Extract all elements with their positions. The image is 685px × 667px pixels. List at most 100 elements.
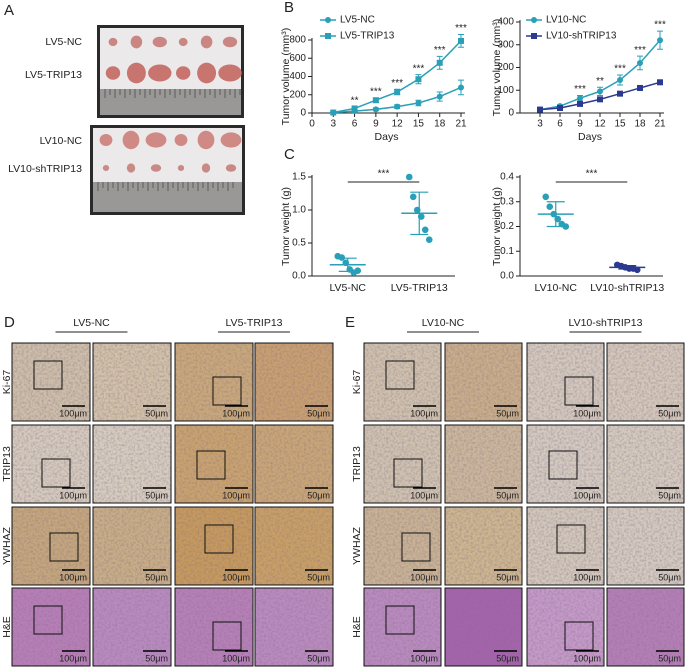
row-label: H&E xyxy=(351,616,363,638)
y-tick-label: 1.0 xyxy=(292,205,306,216)
zoom-inset xyxy=(204,524,234,554)
y-tick-label: 0.5 xyxy=(292,238,306,249)
tumor xyxy=(174,134,188,146)
scale-label: 100μm xyxy=(573,653,601,663)
y-tick-label: 200 xyxy=(497,62,514,73)
ihc-texture xyxy=(255,343,333,421)
x-tick-label: 15 xyxy=(413,119,425,130)
significance: *** xyxy=(413,63,425,74)
image-border xyxy=(92,587,172,667)
zoom-inset xyxy=(564,376,594,406)
ihc-texture xyxy=(93,425,171,503)
significance: ** xyxy=(351,96,359,107)
scale-label: 50μm xyxy=(307,490,330,500)
scale-label: 100μm xyxy=(573,572,601,582)
image-border xyxy=(174,587,254,667)
scale-label: 100μm xyxy=(59,572,87,582)
significance: *** xyxy=(455,23,467,34)
scale-label: 50μm xyxy=(145,653,168,663)
x-tick-label: LV5-NC xyxy=(329,282,366,294)
dot xyxy=(421,226,429,234)
tumor xyxy=(201,163,211,173)
tumor xyxy=(108,37,118,47)
scale-label: 50μm xyxy=(145,572,168,582)
ihc-texture xyxy=(607,343,684,421)
scale-label: 50μm xyxy=(658,572,681,582)
image-border xyxy=(606,342,685,422)
ihc-texture xyxy=(255,507,333,585)
dot xyxy=(405,173,413,181)
legend-marker xyxy=(531,17,537,23)
marker xyxy=(330,109,337,116)
image-border xyxy=(363,424,442,504)
ruler xyxy=(100,89,241,115)
scale-label: 50μm xyxy=(307,408,330,418)
marker xyxy=(372,106,379,113)
ihc-texture xyxy=(93,588,171,666)
tumor xyxy=(150,164,162,172)
legend-marker xyxy=(325,33,331,39)
ihc-texture xyxy=(607,425,684,503)
image-border xyxy=(363,587,442,667)
zoom-inset xyxy=(564,621,594,651)
marker xyxy=(577,95,583,102)
significance: *** xyxy=(391,78,403,89)
ihc-texture xyxy=(607,588,684,666)
image-border xyxy=(606,587,685,667)
x-tick-label: 9 xyxy=(577,119,583,130)
x-tick-label: 12 xyxy=(392,119,404,130)
dot xyxy=(338,254,346,261)
zoom-inset xyxy=(385,605,415,635)
legend-label: LV10-NC xyxy=(546,15,586,26)
image-border xyxy=(606,506,685,586)
dot xyxy=(633,266,641,274)
zoom-inset xyxy=(393,458,423,488)
marker xyxy=(436,93,443,100)
tumor xyxy=(222,36,238,48)
scale-label: 100μm xyxy=(222,408,250,418)
scale-label: 50μm xyxy=(496,490,519,500)
tumor xyxy=(145,132,167,148)
image-border xyxy=(363,506,442,586)
y-tick-label: 200 xyxy=(289,89,306,100)
dot xyxy=(354,267,362,275)
marker xyxy=(415,99,422,106)
ihc-texture xyxy=(445,588,522,666)
x-tick-label: 6 xyxy=(352,119,358,130)
scale-label: 100μm xyxy=(410,572,438,582)
x-tick-label: 9 xyxy=(373,119,379,130)
row-label: YWHAZ xyxy=(351,526,363,565)
scale-label: 50μm xyxy=(658,653,681,663)
image-border xyxy=(363,342,442,422)
x-tick-label: LV5-TRIP13 xyxy=(391,282,448,294)
row-label: H&E xyxy=(1,616,13,638)
ihc-texture xyxy=(445,425,522,503)
image-border xyxy=(11,342,91,422)
ihc-texture xyxy=(364,588,441,666)
ihc-texture xyxy=(12,343,90,421)
ihc-texture xyxy=(607,507,684,585)
significance: *** xyxy=(574,84,586,95)
scale-label: 100μm xyxy=(222,490,250,500)
x-tick-label: LV10-shTRIP13 xyxy=(590,282,664,294)
marker xyxy=(415,76,422,83)
x-tick-label: 12 xyxy=(594,119,606,130)
ihc-texture xyxy=(445,343,522,421)
zoom-inset xyxy=(33,605,63,635)
x-tick-label: 3 xyxy=(537,119,543,130)
marker xyxy=(351,105,358,112)
y-tick-label: 0.1 xyxy=(500,246,514,257)
x-axis-label: Days xyxy=(578,131,602,143)
group-label: LV5-NC xyxy=(45,36,82,48)
tumor xyxy=(220,132,242,148)
significance: *** xyxy=(654,20,666,31)
dot xyxy=(409,193,417,201)
image-border xyxy=(11,587,91,667)
scale-label: 50μm xyxy=(496,572,519,582)
image-border xyxy=(444,506,523,586)
column-header: LV10-NC xyxy=(422,317,465,329)
marker xyxy=(557,104,563,111)
x-tick-label: 6 xyxy=(557,119,563,130)
image-border xyxy=(174,424,254,504)
